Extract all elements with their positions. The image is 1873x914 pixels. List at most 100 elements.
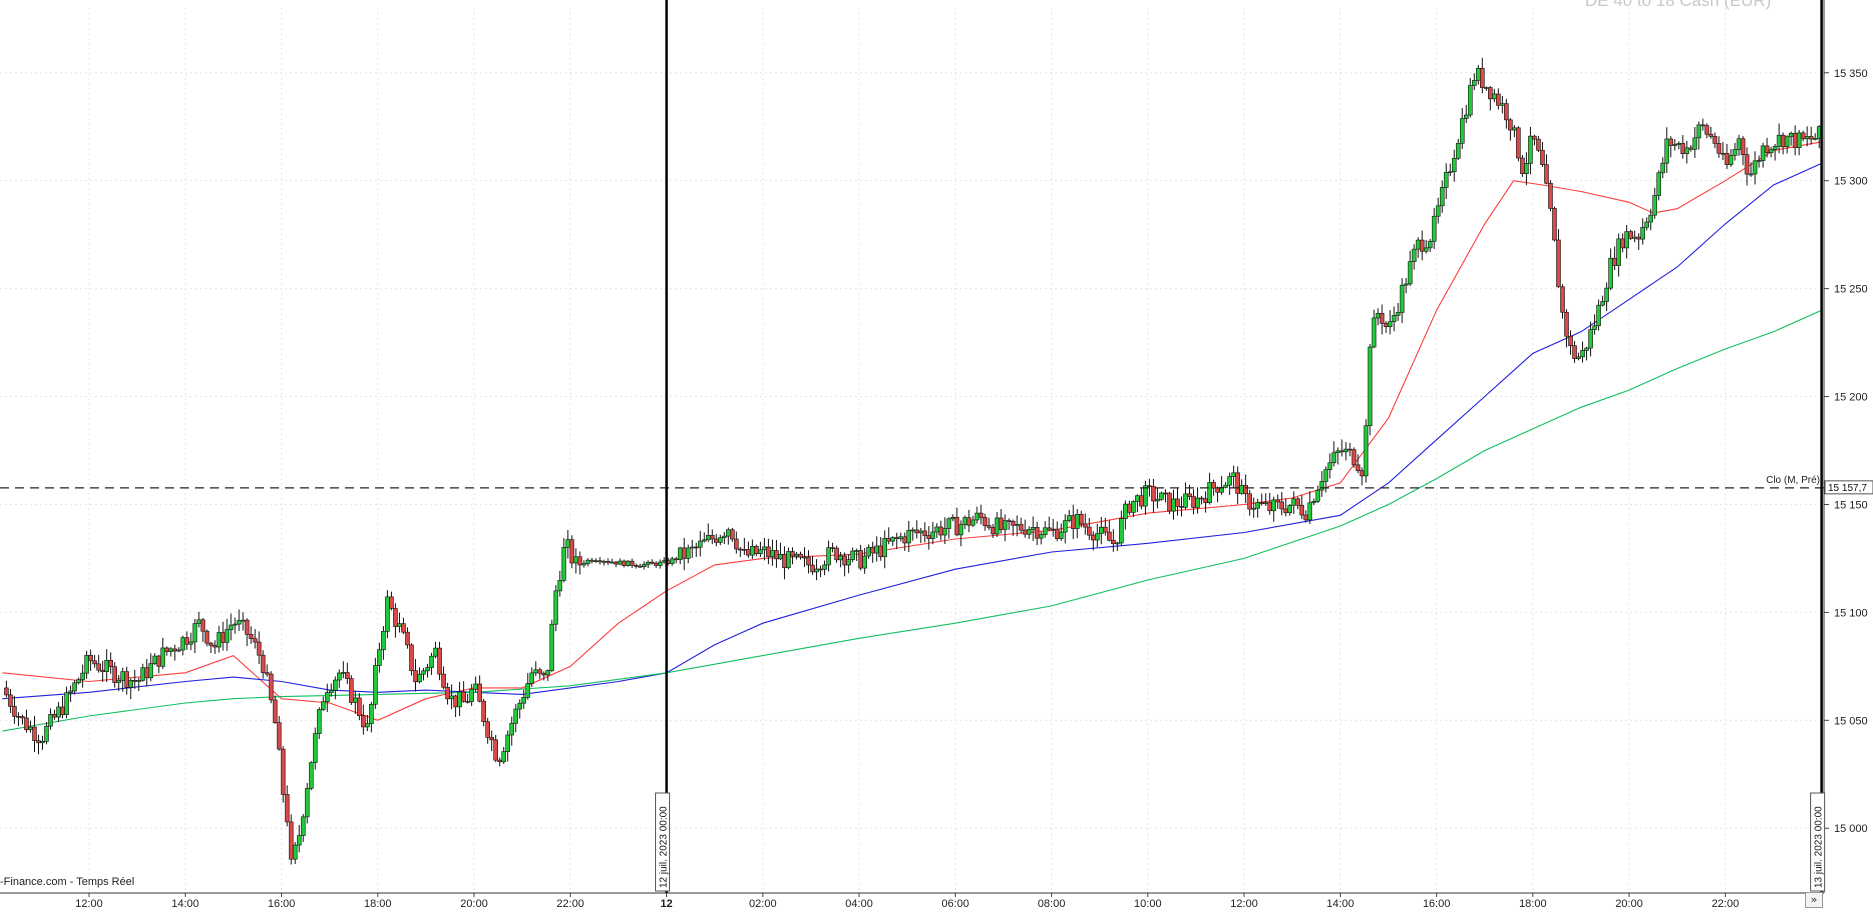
candle-body <box>176 649 182 652</box>
candle <box>1111 529 1116 552</box>
candle <box>96 654 101 673</box>
candle <box>521 689 527 709</box>
candle <box>204 629 210 647</box>
candle <box>36 734 41 755</box>
candle <box>1612 246 1617 271</box>
candle-body <box>962 517 968 525</box>
candle <box>826 540 831 572</box>
candle-body <box>914 529 920 534</box>
candle-body <box>240 619 246 622</box>
candle-body <box>1355 464 1361 472</box>
candle-body <box>316 709 322 734</box>
candle-body <box>1792 132 1798 148</box>
candle-body <box>1259 502 1265 504</box>
scroll-right-button[interactable]: » <box>1805 892 1823 908</box>
candle <box>1484 86 1489 91</box>
candle <box>1054 521 1060 542</box>
candle <box>974 506 980 524</box>
candle-body <box>1632 236 1638 239</box>
candle <box>1235 466 1240 505</box>
candle-body <box>1311 500 1317 504</box>
candle-body <box>1656 172 1662 196</box>
candle <box>457 681 462 717</box>
candle <box>1439 180 1445 213</box>
candle-body <box>1744 154 1750 175</box>
candle <box>220 621 226 651</box>
candle <box>1379 304 1385 335</box>
candle-body <box>681 547 687 559</box>
candle <box>1086 517 1092 540</box>
candle-body <box>457 691 462 708</box>
candle-body <box>1560 286 1565 313</box>
candle-body <box>1447 171 1453 174</box>
x-tick-label: 02:00 <box>749 898 777 909</box>
candle <box>874 536 880 562</box>
day-label-text: 12 juil. 2023 00:00 <box>659 806 670 888</box>
candle <box>1768 146 1774 158</box>
candle <box>345 662 350 685</box>
candle-body <box>413 670 418 683</box>
candle-body <box>1339 450 1345 453</box>
candle <box>1315 485 1321 504</box>
candle <box>437 641 442 681</box>
candle-body <box>1471 80 1477 86</box>
candle <box>280 746 286 803</box>
candle <box>1355 454 1361 474</box>
candle-body <box>790 551 795 557</box>
candle-body <box>1628 231 1633 239</box>
candle <box>88 649 93 671</box>
candle <box>469 684 474 707</box>
candle <box>1592 314 1597 335</box>
candle-body <box>846 559 851 566</box>
candle-body <box>533 669 539 674</box>
candle <box>1151 478 1156 513</box>
candle <box>814 559 819 581</box>
candle <box>1291 491 1297 514</box>
candle-body <box>1728 155 1734 165</box>
candle <box>188 632 194 651</box>
candle-body <box>1676 143 1682 145</box>
candle <box>56 702 61 722</box>
candle-body <box>1752 160 1758 175</box>
candle <box>128 678 134 700</box>
candle <box>962 515 968 530</box>
candle-body <box>814 568 819 573</box>
candle <box>349 675 354 705</box>
candle-body <box>1435 205 1441 217</box>
candle-body <box>1251 507 1256 510</box>
candle <box>866 544 871 560</box>
candle <box>192 618 198 654</box>
candle <box>1435 197 1441 224</box>
candle <box>184 631 190 650</box>
candle-body <box>1295 498 1301 506</box>
candle <box>838 551 843 568</box>
candle <box>1732 142 1738 161</box>
candle-body <box>260 654 266 673</box>
candle-body <box>148 663 154 679</box>
candle <box>1812 133 1818 141</box>
candle-body <box>1006 520 1012 522</box>
candle-body <box>1528 135 1533 164</box>
candle <box>1668 136 1674 158</box>
candle <box>1163 489 1168 503</box>
candle <box>276 716 282 751</box>
candle-body <box>1239 485 1244 494</box>
candle <box>685 544 691 564</box>
candle-body <box>806 556 811 566</box>
candle <box>842 552 847 577</box>
candle <box>1652 187 1658 219</box>
candle-body <box>84 655 89 674</box>
candle <box>1620 233 1625 253</box>
candle <box>108 652 113 674</box>
candle <box>228 613 234 641</box>
candle-body <box>268 673 274 701</box>
candle-body <box>1488 87 1493 100</box>
candle-body <box>132 680 138 682</box>
candle <box>357 693 362 721</box>
candle-body <box>1175 498 1180 507</box>
candle-body <box>1367 346 1373 427</box>
candle-body <box>613 561 619 565</box>
day-separator-label: 12 juil. 2023 00:00 <box>655 792 671 892</box>
candle <box>677 546 683 565</box>
